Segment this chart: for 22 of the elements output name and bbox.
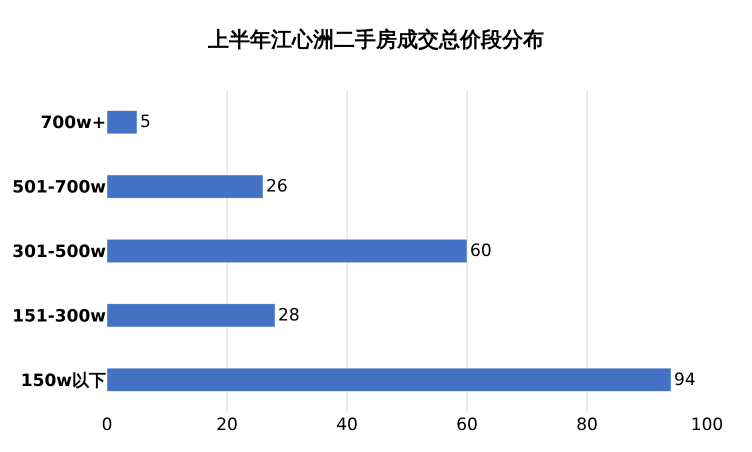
x-tick-label: 60 <box>456 415 478 435</box>
y-tick-label: 301-500w <box>12 242 106 262</box>
y-tick-label: 501-700w <box>12 178 106 198</box>
data-label: 28 <box>278 305 300 326</box>
x-tick-label: 100 <box>690 415 724 435</box>
data-label: 60 <box>470 241 492 261</box>
data-label: 5 <box>140 112 151 132</box>
x-tick-label: 40 <box>336 415 358 435</box>
x-tick-label: 80 <box>576 415 598 435</box>
y-tick-label: 150w以下 <box>20 370 106 391</box>
bar <box>107 368 672 392</box>
bar <box>107 239 468 263</box>
bar <box>107 110 138 134</box>
x-tick-label: 0 <box>102 415 112 435</box>
bar <box>107 174 264 198</box>
y-tick-label: 151-300w <box>12 306 106 326</box>
y-tick-label: 700w+ <box>40 113 106 134</box>
data-label: 94 <box>674 370 696 390</box>
chart-title: 上半年江心洲二手房成交总价段分布 <box>207 27 544 52</box>
x-tick-label: 20 <box>216 415 238 435</box>
bar <box>107 304 276 328</box>
data-label: 26 <box>266 176 288 197</box>
